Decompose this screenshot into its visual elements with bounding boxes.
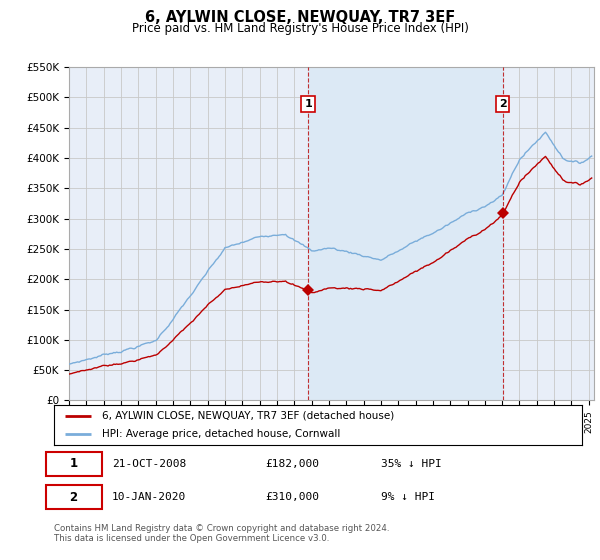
Text: 35% ↓ HPI: 35% ↓ HPI	[382, 459, 442, 469]
Bar	[308, 67, 503, 400]
Text: 1: 1	[70, 457, 77, 470]
Text: Contains HM Land Registry data © Crown copyright and database right 2024.
This d: Contains HM Land Registry data © Crown c…	[54, 524, 389, 543]
Text: 2: 2	[499, 99, 506, 109]
Text: 21-OCT-2008: 21-OCT-2008	[112, 459, 187, 469]
Text: 9% ↓ HPI: 9% ↓ HPI	[382, 492, 436, 502]
Text: 10-JAN-2020: 10-JAN-2020	[112, 492, 187, 502]
Text: 6, AYLWIN CLOSE, NEWQUAY, TR7 3EF: 6, AYLWIN CLOSE, NEWQUAY, TR7 3EF	[145, 10, 455, 25]
FancyBboxPatch shape	[46, 452, 101, 475]
Text: £310,000: £310,000	[265, 492, 319, 502]
Text: HPI: Average price, detached house, Cornwall: HPI: Average price, detached house, Corn…	[101, 430, 340, 439]
Text: £182,000: £182,000	[265, 459, 319, 469]
Text: 2: 2	[70, 491, 77, 504]
Text: 6, AYLWIN CLOSE, NEWQUAY, TR7 3EF (detached house): 6, AYLWIN CLOSE, NEWQUAY, TR7 3EF (detac…	[101, 411, 394, 421]
Text: Price paid vs. HM Land Registry's House Price Index (HPI): Price paid vs. HM Land Registry's House …	[131, 22, 469, 35]
Text: 1: 1	[304, 99, 312, 109]
FancyBboxPatch shape	[46, 486, 101, 509]
